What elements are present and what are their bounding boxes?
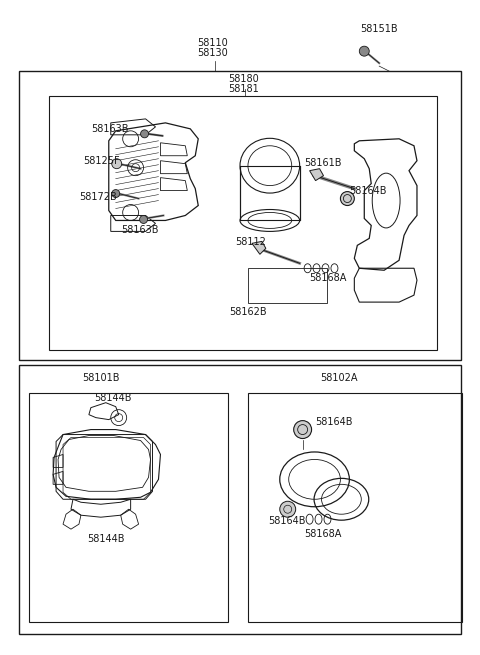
Text: 58181: 58181: [228, 84, 259, 94]
Polygon shape: [252, 241, 266, 254]
Text: 58151B: 58151B: [360, 24, 398, 34]
Polygon shape: [310, 169, 324, 181]
Bar: [248, 269, 327, 303]
Circle shape: [294, 421, 312, 439]
Bar: [19, 365, 461, 633]
Text: 58164B: 58164B: [315, 417, 353, 426]
Bar: [248, 393, 462, 622]
Text: 58180: 58180: [228, 74, 259, 84]
Text: 58130: 58130: [197, 48, 228, 58]
Text: 58163B: 58163B: [91, 124, 128, 134]
Circle shape: [280, 501, 296, 517]
Text: 58110: 58110: [197, 38, 228, 48]
Text: 58112: 58112: [235, 237, 266, 248]
Text: 58168A: 58168A: [305, 529, 342, 539]
Circle shape: [140, 215, 147, 223]
Text: 58162B: 58162B: [229, 307, 267, 317]
Circle shape: [112, 189, 120, 198]
Text: 58144B: 58144B: [94, 393, 132, 403]
Circle shape: [360, 47, 369, 56]
Text: 58172B: 58172B: [79, 191, 117, 202]
Circle shape: [112, 159, 122, 169]
Text: 58163B: 58163B: [120, 225, 158, 235]
Text: 58144B: 58144B: [87, 534, 124, 544]
Text: 58125F: 58125F: [83, 156, 120, 166]
Text: 58164B: 58164B: [268, 516, 305, 526]
Bar: [29, 393, 228, 622]
Circle shape: [340, 191, 354, 206]
Text: 58161B: 58161B: [305, 158, 342, 168]
Text: 58168A: 58168A: [310, 273, 347, 283]
Text: 58164B: 58164B: [349, 185, 387, 196]
Circle shape: [141, 130, 148, 138]
Bar: [49, 96, 437, 350]
Text: 58101B: 58101B: [82, 373, 120, 383]
Text: 58102A: 58102A: [321, 373, 358, 383]
Bar: [19, 71, 461, 360]
